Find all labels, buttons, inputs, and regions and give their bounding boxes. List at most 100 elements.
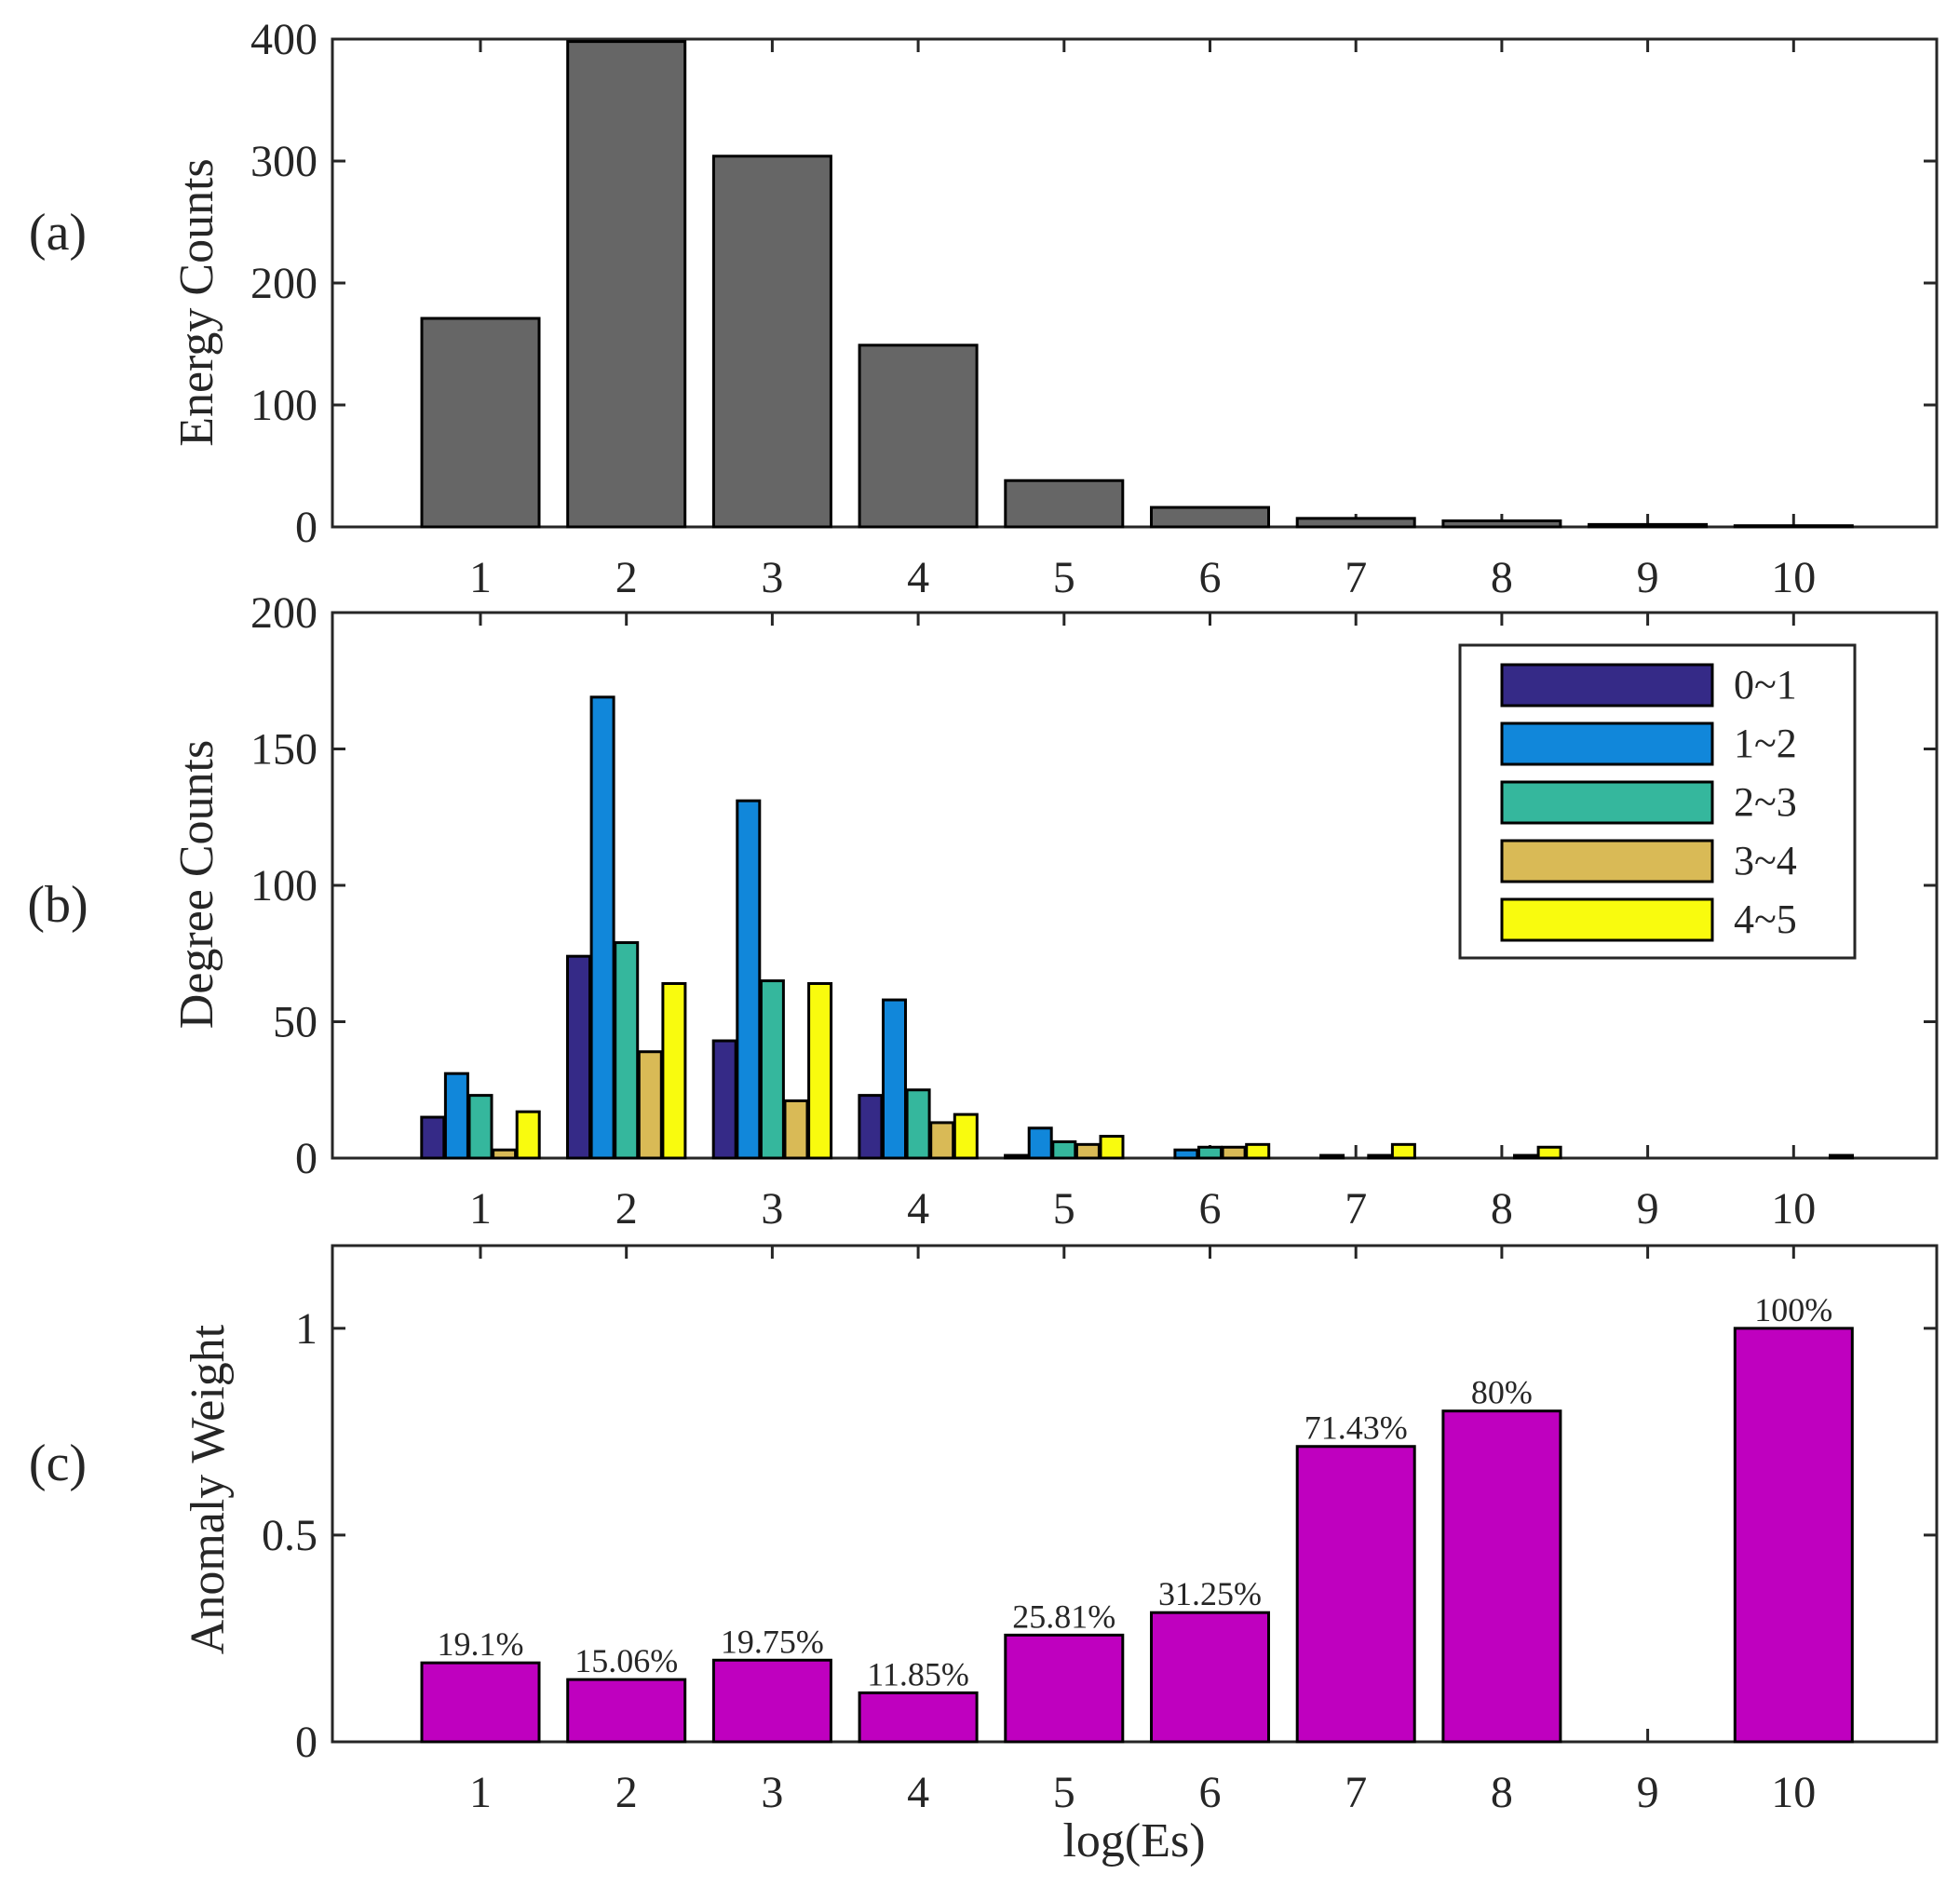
bar-2~3 (467, 1094, 493, 1160)
bar-1~2 (1319, 1153, 1345, 1160)
y-tick-label: 50 (273, 998, 318, 1047)
bar-2~3 (1197, 1145, 1223, 1160)
y-tick-label: 200 (250, 588, 318, 638)
bar (858, 344, 979, 529)
bar-3~4 (1075, 1142, 1101, 1160)
data-label: 19.75% (721, 1623, 824, 1660)
x-tick-label: 10 (1771, 1184, 1816, 1234)
x-tick-label: 1 (469, 1768, 492, 1817)
bar (420, 1661, 541, 1744)
x-tick-label: 3 (761, 1768, 783, 1817)
legend-swatch (1500, 663, 1714, 708)
data-label: 11.85% (867, 1655, 969, 1692)
bar-3~4 (637, 1050, 663, 1160)
y-tick-label: 100 (250, 381, 318, 430)
bar-2~3 (905, 1088, 931, 1160)
y-tick-label: 0 (295, 1718, 318, 1767)
bar-1~2 (1027, 1126, 1053, 1160)
x-tick-label: 1 (469, 1184, 492, 1234)
legend-label: 3~4 (1734, 838, 1797, 883)
bar-4~5 (1390, 1142, 1416, 1160)
bar-1~2 (882, 998, 907, 1160)
legend-swatch (1500, 721, 1714, 766)
panel-a-ylabel: Energy Counts (170, 158, 223, 447)
x-tick-label: 3 (761, 553, 783, 602)
x-tick-label: 3 (761, 1184, 783, 1234)
y-tick-label: 0 (295, 1134, 318, 1183)
panel-a-letter: (a) (29, 204, 87, 262)
y-tick-label: 400 (250, 15, 318, 64)
x-tick-label: 2 (615, 1184, 638, 1234)
bar (566, 40, 687, 529)
bar (420, 317, 541, 529)
x-tick-label: 8 (1491, 1768, 1513, 1817)
bar (1295, 1445, 1416, 1744)
x-tick-label: 8 (1491, 553, 1513, 602)
x-tick-label: 2 (615, 553, 638, 602)
panel-c-xlabel: log(Es) (1062, 1814, 1205, 1867)
x-tick-label: 6 (1199, 1184, 1222, 1234)
bar-0~1 (858, 1094, 884, 1160)
bar-0~1 (711, 1039, 737, 1160)
legend: 0~1 1~2 2~3 3~4 4~5 (1458, 643, 1857, 960)
panel-c-ylabel: Anomaly Weight (182, 1324, 235, 1654)
data-label: 19.1% (438, 1625, 524, 1663)
x-tick-label: 4 (907, 553, 929, 602)
panel-b-letter: (b) (27, 876, 88, 934)
bar-4~5 (1829, 1153, 1854, 1160)
bar-4~5 (807, 981, 833, 1160)
bar-2~3 (759, 979, 785, 1160)
bar (1588, 522, 1709, 529)
bar-1~2 (443, 1072, 469, 1160)
y-tick-label: 200 (250, 259, 318, 308)
x-tick-label: 7 (1345, 1184, 1367, 1234)
x-tick-label: 4 (907, 1184, 929, 1234)
bar-4~5 (515, 1110, 541, 1160)
bar-2~3 (614, 941, 640, 1160)
legend-label: 4~5 (1734, 897, 1797, 942)
bar-4~5 (661, 981, 687, 1160)
bar-0~1 (566, 954, 591, 1160)
data-label: 100% (1754, 1291, 1832, 1328)
bar-3~4 (783, 1099, 809, 1160)
x-tick-label: 2 (615, 1768, 638, 1817)
bar-4~5 (1245, 1142, 1271, 1160)
bar-4~5 (953, 1112, 979, 1160)
bar (1733, 1327, 1854, 1744)
legend-swatch (1500, 897, 1714, 942)
bar-1~2 (589, 695, 615, 1160)
x-tick-label: 9 (1637, 553, 1659, 602)
x-tick-label: 10 (1771, 1768, 1816, 1817)
y-tick-label: 1 (295, 1304, 318, 1354)
panel-c-letter: (c) (29, 1435, 87, 1492)
bar (1441, 519, 1562, 529)
bar (1150, 506, 1270, 529)
x-tick-label: 9 (1637, 1184, 1659, 1234)
bar-4~5 (1099, 1135, 1125, 1160)
bar (711, 1658, 832, 1744)
x-tick-label: 6 (1199, 553, 1222, 602)
bar-2~3 (1051, 1139, 1077, 1160)
bar (858, 1691, 979, 1744)
bar-4~5 (1536, 1145, 1562, 1160)
bar-0~1 (1004, 1153, 1030, 1160)
x-tick-label: 4 (907, 1768, 929, 1817)
bar (566, 1678, 687, 1744)
bar (1004, 479, 1125, 529)
x-tick-label: 5 (1053, 553, 1075, 602)
legend-label: 1~2 (1734, 721, 1797, 766)
x-tick-label: 7 (1345, 553, 1367, 602)
data-label: 15.06% (574, 1642, 678, 1679)
data-label: 25.81% (1012, 1598, 1115, 1635)
x-tick-label: 5 (1053, 1768, 1075, 1817)
legend-swatch (1500, 780, 1714, 825)
bar (1733, 524, 1854, 529)
panel-a: 0 100 200 300 400 1 2 3 4 5 6 7 8 9 10 (250, 15, 1939, 602)
legend-label: 0~1 (1734, 662, 1797, 708)
y-tick-label: 150 (250, 725, 318, 775)
x-tick-label: 1 (469, 553, 492, 602)
bar-0~1 (420, 1115, 446, 1160)
bar (711, 155, 832, 529)
x-tick-label: 8 (1491, 1184, 1513, 1234)
